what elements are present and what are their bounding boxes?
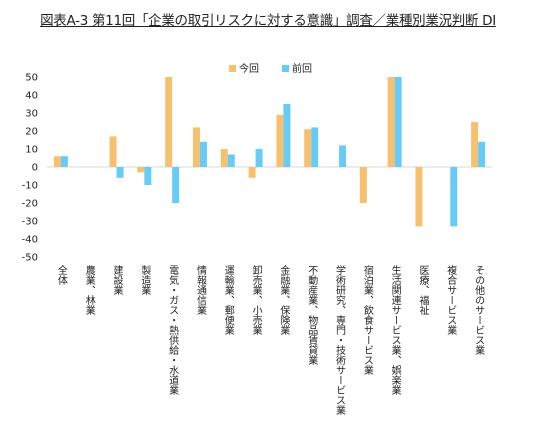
x-category-label: 複合サービス業 (445, 264, 457, 336)
bar-current (109, 136, 117, 167)
legend-label-1: 前回 (292, 62, 312, 75)
x-category-label: その他のサービス業 (473, 265, 485, 356)
bar-current (220, 149, 228, 167)
y-tick-label: -40 (22, 235, 38, 246)
bar-current (165, 77, 173, 167)
bar-previous (172, 167, 180, 203)
x-category-label: 運輸業、郵便業 (222, 265, 234, 336)
bar-current (192, 127, 200, 167)
bar-current (248, 167, 256, 178)
bar-current (53, 156, 61, 167)
y-tick-label: -30 (22, 217, 38, 228)
bar-previous (394, 77, 402, 167)
x-category-label: 卸売業、小売業 (250, 264, 262, 336)
legend: 今回 前回 (229, 62, 312, 75)
x-category-label: 宿泊業、飲食サービス業 (361, 264, 373, 376)
x-category-label: 全体 (55, 264, 67, 286)
bar-previous (116, 167, 124, 178)
x-category-label: 情報通信業 (194, 264, 206, 316)
bar-previous (283, 104, 291, 167)
bar-current (387, 77, 395, 167)
y-tick-label: 50 (25, 73, 38, 84)
bar-current (137, 167, 145, 173)
y-tick-label: -10 (22, 181, 38, 192)
bar-previous (478, 141, 486, 167)
legend-label-0: 今回 (239, 62, 259, 75)
bar-previous (227, 154, 235, 167)
x-category-label: 不動産業、物品賃貸業 (306, 265, 318, 366)
x-category-label: 学術研究、専門・技術サービス業 (334, 264, 346, 416)
bar-previous (144, 167, 152, 185)
y-tick-label: -20 (22, 199, 38, 210)
legend-swatch-1 (282, 65, 289, 72)
bar-current (471, 122, 479, 167)
x-category-label: 医療、福祉 (417, 265, 429, 315)
x-category-label: 建設業 (111, 264, 123, 296)
bar-current (304, 129, 312, 167)
x-category-label: 製造業 (139, 264, 151, 296)
bar-current (415, 167, 423, 227)
legend-swatch-0 (229, 65, 236, 72)
bar-current (359, 167, 367, 203)
chart-title: 図表A-3 第11回「企業の取引リスクに対する意識」調査／業種別業況判断 DI (40, 13, 496, 29)
y-tick-label: 10 (25, 145, 38, 156)
bars (53, 77, 486, 227)
y-tick-label: 40 (25, 91, 38, 102)
bar-previous (450, 167, 458, 227)
y-tick-label: -50 (22, 253, 38, 264)
x-axis-categories: 全体 農業、林業 建設業 製造業 電気・ガス・熱供給・水道業 情報通信業 運輸業、郵便業 卸売… (55, 264, 484, 416)
bar-previous (60, 156, 68, 167)
bar-previous (311, 127, 319, 167)
bar-current (276, 114, 284, 167)
y-tick-label: 0 (32, 163, 38, 174)
x-category-label: 電気・ガス・熱供給・水道業 (167, 265, 179, 396)
y-tick-label: 20 (25, 127, 38, 138)
bar-previous (255, 149, 263, 167)
bar-previous (339, 145, 347, 167)
y-tick-label: 30 (25, 109, 38, 120)
x-category-label: 金融業、保険業 (278, 264, 290, 336)
x-category-label: 農業、林業 (83, 264, 95, 316)
bar-previous (199, 141, 207, 167)
x-category-label: 生活関連サービス業、娯楽業 (389, 264, 401, 396)
